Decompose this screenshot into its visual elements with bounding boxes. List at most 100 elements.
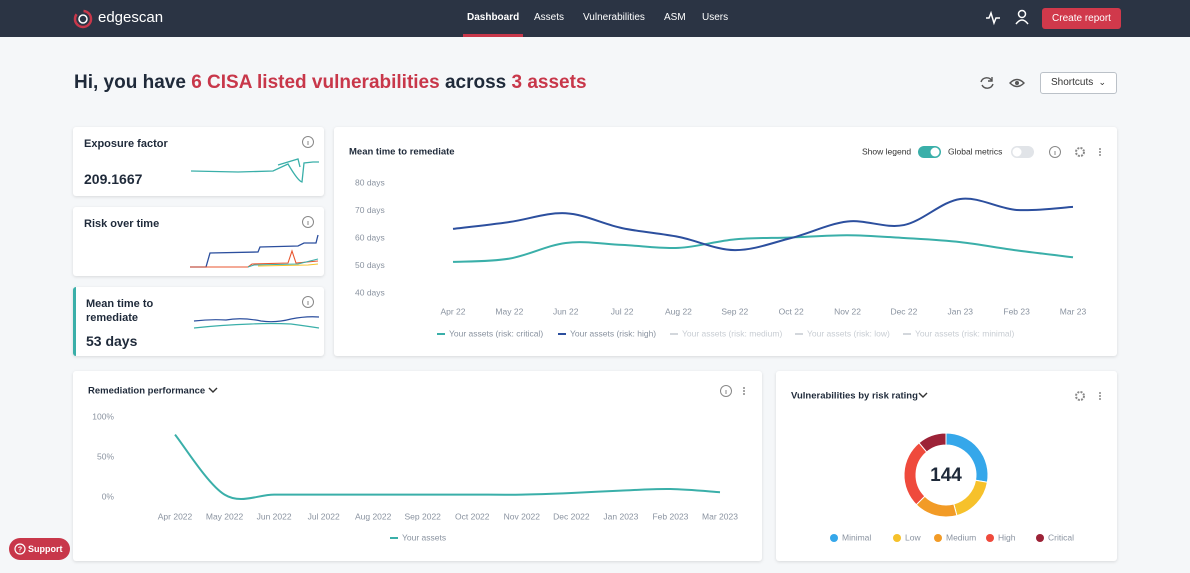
x-tick-label: Aug 22 (665, 306, 692, 316)
nav-item[interactable]: Vulnerabilities (583, 12, 645, 23)
legend-label[interactable]: Your assets (risk: high) (570, 328, 656, 338)
line-series (174, 433, 721, 500)
legend-dot[interactable] (1036, 534, 1044, 542)
line-series (452, 234, 1074, 263)
refresh-icon[interactable] (979, 75, 995, 91)
legend-label[interactable]: Your assets (402, 532, 446, 542)
toggle-knob (1012, 147, 1022, 157)
x-tick-label: Dec 2022 (553, 511, 590, 521)
y-tick-label: 70 days (355, 205, 385, 215)
info-icon[interactable] (1049, 146, 1061, 158)
x-tick-label: May 22 (495, 306, 523, 316)
legend-dot[interactable] (893, 534, 901, 542)
x-tick-label: Mar 2023 (702, 511, 738, 521)
legend-dot[interactable] (934, 534, 942, 542)
settings-icon[interactable] (1075, 147, 1085, 157)
nav-item[interactable]: Users (702, 12, 729, 23)
nav-item[interactable]: Dashboard (467, 12, 520, 23)
card-title: Mean time to remediate (86, 298, 154, 324)
legend-label[interactable]: Critical (1048, 532, 1074, 542)
risk-card[interactable]: Risk over time (73, 207, 324, 276)
mttr-chart-card: Mean time to remediate 40 days 50 days 60 d… (334, 127, 1117, 356)
x-tick-label: Jun 22 (553, 306, 579, 316)
shortcuts-label: Shortcuts (1051, 77, 1094, 88)
nav-item[interactable]: ASM (664, 12, 686, 23)
nav-bar: edgescan Dashboard Assets Vulnerabilities A… (0, 0, 1190, 37)
greeting: Hi, you have 6 CISA listed vulnerabiliti… (74, 72, 587, 94)
legend-dot[interactable] (830, 534, 838, 542)
legend-label[interactable]: Your assets (risk: critical) (449, 328, 543, 338)
info-icon[interactable] (301, 135, 315, 149)
eye-icon[interactable] (1009, 75, 1025, 91)
svg-text:?: ? (18, 546, 22, 553)
x-tick-label: Oct 22 (779, 306, 804, 316)
y-tick-label: 80 days (355, 177, 385, 187)
y-tick-label: 100% (92, 411, 114, 421)
info-icon[interactable] (301, 295, 315, 309)
x-tick-label: Sep 22 (721, 306, 748, 316)
menu-dot[interactable] (1099, 392, 1101, 394)
legend-dot[interactable] (986, 534, 994, 542)
menu-dot[interactable] (1099, 398, 1101, 400)
menu-dot[interactable] (743, 390, 745, 392)
x-tick-label: Sep 2022 (405, 511, 442, 521)
x-tick-label: May 2022 (206, 511, 244, 521)
remediation-card: Remediation performance 0% 50% 100% Apr 2022… (73, 371, 762, 561)
support-label: Support (28, 544, 63, 554)
x-tick-label: Nov 2022 (504, 511, 541, 521)
create-report-button[interactable]: Create report (1042, 8, 1121, 29)
shortcuts-button[interactable]: Shortcuts ⌄ (1040, 72, 1117, 94)
y-tick-label: 40 days (355, 287, 385, 297)
settings-icon[interactable] (1075, 391, 1085, 401)
menu-dot[interactable] (1099, 148, 1101, 150)
menu-dot[interactable] (1099, 395, 1101, 397)
chart-title: Remediation performance (88, 386, 205, 397)
chevron[interactable] (208, 387, 218, 393)
x-tick-label: Oct 2022 (455, 511, 490, 521)
menu-dot[interactable] (1099, 151, 1101, 153)
x-tick-label: Jul 22 (611, 306, 634, 316)
y-tick-label: 50 days (355, 260, 385, 270)
x-tick-label: Apr 2022 (158, 511, 193, 521)
x-tick-label: Jul 2022 (308, 511, 340, 521)
nav-item[interactable]: Assets (534, 12, 565, 23)
exposure-card[interactable]: Exposure factor 209.1667 (73, 127, 324, 196)
chevron[interactable] (918, 392, 928, 398)
donut-segment[interactable] (918, 432, 947, 453)
remediation-chart: Remediation performance 0% 50% 100% Apr 2022… (88, 385, 745, 542)
chart-title: Vulnerabilities by risk rating (791, 391, 918, 402)
y-tick-label: 0% (102, 491, 115, 501)
risk-rating-chart: Vulnerabilities by risk rating 144 Minimal… (791, 391, 1101, 542)
toggle-knob (930, 147, 940, 157)
risk-rating-card: Vulnerabilities by risk rating 144 Minimal… (776, 371, 1117, 561)
menu-dot[interactable] (743, 387, 745, 389)
toggle-label: Global metrics (948, 146, 1002, 156)
card-value: 53 days (86, 333, 138, 349)
sparkline (193, 316, 320, 329)
menu-dot[interactable] (743, 393, 745, 395)
donut-segment[interactable] (915, 495, 958, 518)
menu-dot[interactable] (1099, 154, 1101, 156)
mttr-card[interactable]: Mean time to remediate 53 days (73, 287, 324, 356)
activity-icon[interactable] (985, 10, 1001, 26)
donut-segment[interactable] (903, 442, 928, 506)
legend-label[interactable]: Your assets (risk: medium) (682, 328, 782, 338)
user-icon[interactable] (1014, 9, 1030, 25)
legend-label[interactable]: Your assets (risk: minimal) (915, 328, 1015, 338)
greeting-highlight[interactable]: 3 assets (511, 72, 587, 93)
logo-icon (73, 9, 93, 29)
legend-label[interactable]: High (998, 532, 1016, 542)
info-icon[interactable] (301, 215, 315, 229)
greeting-highlight[interactable]: 6 CISA listed vulnerabilities (191, 72, 440, 93)
toggle-label: Show legend (862, 146, 911, 156)
x-tick-label: Jan 23 (948, 306, 974, 316)
info-icon[interactable] (720, 385, 732, 397)
greeting-text: across (439, 72, 512, 93)
card-title: Risk over time (84, 218, 160, 230)
support-button[interactable]: ? Support (9, 538, 70, 560)
legend-label[interactable]: Low (905, 532, 921, 542)
legend-label[interactable]: Your assets (risk: low) (807, 328, 890, 338)
legend-label[interactable]: Medium (946, 532, 976, 542)
legend-label[interactable]: Minimal (842, 532, 871, 542)
